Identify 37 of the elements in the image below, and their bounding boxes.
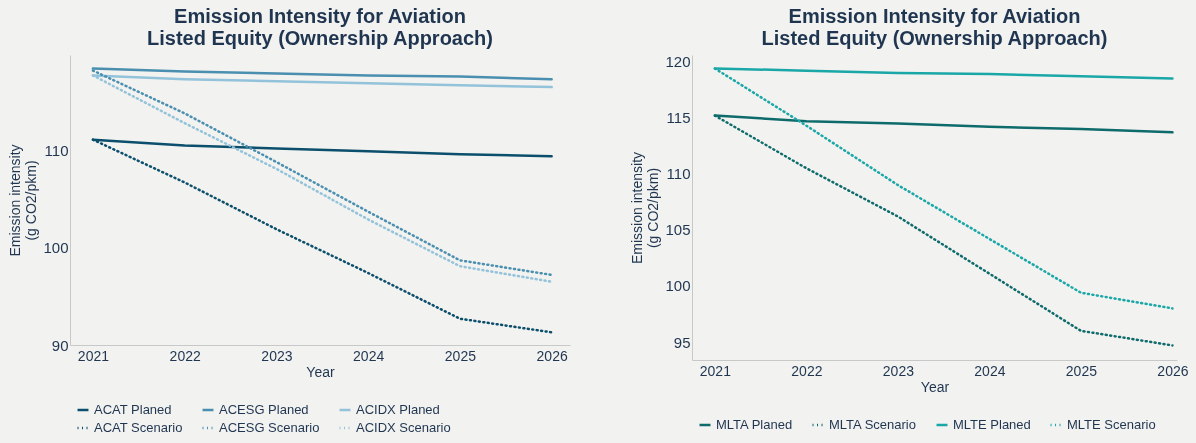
x-axis-title: Year (920, 378, 950, 395)
x-tick-label: 2022 (169, 347, 201, 364)
x-tick-label: 2023 (261, 347, 293, 364)
legend-label: MLTA Scenario (829, 417, 916, 432)
legend-label: ACAT Scenario (94, 420, 183, 435)
y-tick-label: 105 (665, 221, 691, 239)
x-tick-label: 2026 (1157, 362, 1189, 379)
x-tick-label: 2024 (974, 362, 1006, 379)
y-tick-label: 100 (665, 277, 691, 295)
y-tick-label: 120 (665, 53, 691, 71)
y-axis-title: Emission intensity (g CO2/pkm) (7, 144, 40, 257)
legend-label: MLTE Planed (953, 417, 1031, 432)
y-tick-label: 90 (51, 336, 69, 354)
legend-label: ACIDX Scenario (356, 420, 451, 435)
chart-title: Emission Intensity for Aviation Listed Equity (Ownership Approach) (761, 4, 1108, 49)
legend-label: MLTA Planed (716, 417, 793, 432)
x-tick-label: 2026 (536, 347, 568, 364)
x-axis-title: Year (306, 363, 335, 380)
x-tick-label: 2021 (77, 347, 110, 364)
y-tick-label: 115 (666, 109, 691, 127)
legend-label: MLTE Scenario (1067, 417, 1156, 432)
y-tick-label: 110 (666, 165, 691, 183)
x-tick-label: 2023 (882, 362, 915, 379)
y-tick-label: 100 (43, 239, 69, 257)
x-tick-label: 2024 (353, 347, 385, 364)
legend-label: ACAT Planed (94, 402, 172, 417)
y-axis-title: Emission intensity (g CO2/pkm) (629, 151, 662, 265)
legend-label: ACIDX Planed (356, 402, 440, 417)
x-tick-label: 2021 (699, 362, 732, 379)
x-tick-label: 2022 (791, 362, 823, 379)
y-tick-label: 95 (673, 333, 691, 351)
y-tick-label: 110 (44, 141, 69, 159)
x-tick-label: 2025 (1065, 362, 1098, 379)
chart-title: Emission Intensity for Aviation Listed Equity (Ownership Approach) (147, 5, 493, 49)
legend-label: ACESG Scenario (219, 420, 320, 435)
x-tick-label: 2025 (444, 347, 477, 364)
legend-label: ACESG Planed (219, 402, 309, 417)
